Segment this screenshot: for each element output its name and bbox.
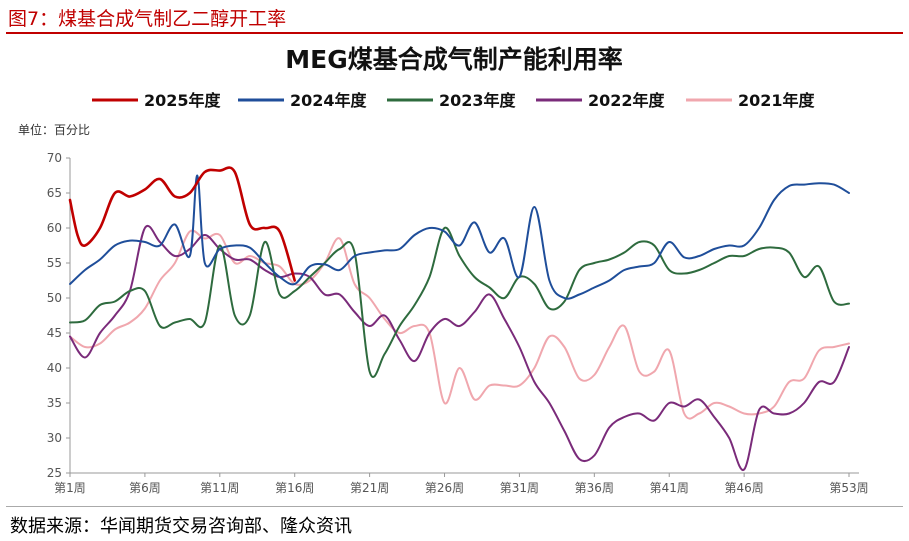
y-tick-label: 45 [47, 326, 62, 340]
legend-label: 2023年度 [439, 91, 517, 110]
top-rule [6, 32, 903, 34]
series-line-2022年度 [69, 225, 850, 471]
x-tick-label: 第46周 [724, 481, 763, 495]
x-tick-label: 第53周 [829, 481, 868, 495]
axes: 25 30 35 40 45 50 55 60 65 70 第1周 第6周 第11周 第16周 第21周 第2… [47, 151, 869, 495]
x-tick-label: 第1周 [54, 481, 86, 495]
y-tick-label: 50 [47, 291, 62, 305]
x-tick-label: 第31周 [500, 481, 539, 495]
y-tick-label: 70 [47, 151, 62, 165]
y-tick-label: 30 [47, 431, 62, 445]
x-tick-label: 第21周 [350, 481, 389, 495]
y-tick-label: 40 [47, 361, 62, 375]
y-tick-label: 55 [47, 256, 62, 270]
series-line-2021年度 [69, 229, 850, 420]
y-tick-label: 25 [47, 466, 62, 480]
series-lines [68, 166, 850, 471]
source-note: 数据来源：华闻期货交易咨询部、隆众资讯 [10, 516, 352, 537]
legend: 2025年度 2024年度 2023年度 2022年度 2021年度 [92, 91, 816, 110]
x-tick-label: 第26周 [425, 481, 464, 495]
x-tick-label: 第41周 [650, 481, 689, 495]
chart-title: MEG煤基合成气制产能利用率 [285, 45, 622, 74]
series-line-2023年度 [69, 226, 850, 378]
figure-label: 图7：煤基合成气制乙二醇开工率 [8, 8, 287, 30]
legend-label: 2021年度 [738, 91, 816, 110]
legend-label: 2025年度 [144, 91, 222, 110]
bottom-rule [6, 506, 903, 507]
series-line-2024年度 [69, 174, 850, 300]
chart-svg: MEG煤基合成气制产能利用率 2025年度 2024年度 2023年度 2022年度 2… [18, 45, 869, 495]
chart: MEG煤基合成气制产能利用率 2025年度 2024年度 2023年度 2022年度 2… [6, 36, 903, 506]
x-tick-label: 第36周 [575, 481, 614, 495]
x-tick-label: 第11周 [200, 481, 239, 495]
unit-label: 单位：百分比 [18, 122, 90, 137]
legend-label: 2022年度 [588, 91, 666, 110]
x-tick-label: 第6周 [129, 481, 161, 495]
series-line-2025年度 [68, 166, 296, 282]
x-tick-label: 第16周 [275, 481, 314, 495]
y-tick-label: 65 [47, 186, 62, 200]
legend-label: 2024年度 [290, 91, 368, 110]
y-tick-label: 35 [47, 396, 62, 410]
y-tick-label: 60 [47, 221, 62, 235]
